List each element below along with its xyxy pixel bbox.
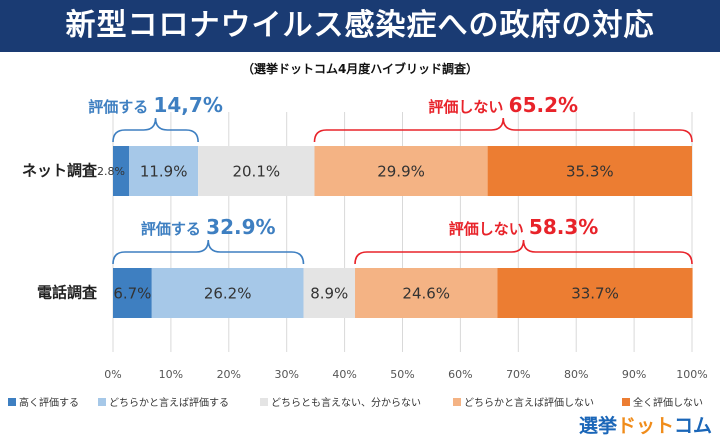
x-tick-label: 100%: [676, 368, 707, 381]
legend-label: どちらとも言えない、分からない: [271, 396, 421, 409]
annotation-value: 32.9%: [206, 215, 275, 239]
title-bar: [0, 0, 720, 52]
logo-part-1: 選挙: [578, 415, 617, 437]
annotation-value: 58.3%: [529, 215, 598, 239]
x-tick-label: 30%: [274, 368, 298, 381]
data-label: 26.2%: [204, 285, 252, 303]
annotation-label: 評価しない 65.2%: [428, 93, 578, 117]
chart-subtitle: （選挙ドットコム4月度ハイブリッド調査）: [241, 62, 479, 76]
annotation-value: 14,7%: [153, 93, 222, 117]
chart-title: 新型コロナウイルス感染症への政府の対応: [65, 8, 655, 43]
legend-label: 全く評価しない: [633, 396, 703, 409]
x-tick-label: 80%: [564, 368, 588, 381]
x-tick-label: 70%: [506, 368, 530, 381]
x-tick-label: 20%: [217, 368, 241, 381]
legend-swatch: [98, 398, 106, 406]
data-label: 35.3%: [566, 163, 614, 181]
data-label: 8.9%: [310, 285, 348, 303]
data-label: 33.7%: [571, 285, 619, 303]
data-label: 11.9%: [140, 163, 188, 181]
x-tick-label: 90%: [622, 368, 646, 381]
data-label: 29.9%: [377, 163, 425, 181]
legend-swatch: [453, 398, 461, 406]
x-tick-label: 40%: [332, 368, 356, 381]
bar-segment: [113, 146, 130, 196]
annotation-brace: [112, 239, 305, 265]
annotation-label: 評価する 32.9%: [141, 215, 276, 239]
data-label: 6.7%: [113, 285, 151, 303]
bar-segment: [198, 146, 315, 196]
data-label: 20.1%: [232, 163, 280, 181]
annotation-category: 評価する: [88, 98, 153, 116]
site-logo: 選挙ドットコム: [579, 411, 712, 438]
x-tick-label: 10%: [159, 368, 183, 381]
legend-label: どちらかと言えば評価する: [109, 396, 229, 409]
bar-segment: [303, 268, 356, 318]
category-label: 電話調査: [37, 284, 98, 302]
logo-part-2: ドット: [616, 415, 674, 437]
legend-swatch: [260, 398, 268, 406]
annotation-category: 評価しない: [428, 98, 508, 116]
legend-label: どちらかと言えば評価しない: [464, 396, 594, 409]
legend-swatch: [8, 398, 16, 406]
bar-segment: [314, 146, 488, 196]
logo-part-3: コム: [673, 415, 712, 437]
data-label: 2.8%: [97, 165, 125, 178]
annotation-label: 評価しない 58.3%: [449, 215, 599, 239]
legend-swatch: [622, 398, 630, 406]
annotation-label: 評価する 14,7%: [88, 93, 223, 117]
bar-segment: [129, 146, 199, 196]
x-tick-label: 50%: [390, 368, 414, 381]
data-label: 24.6%: [402, 285, 450, 303]
category-label: ネット調査: [22, 162, 98, 180]
annotation-value: 65.2%: [509, 93, 578, 117]
bar-segment: [151, 268, 304, 318]
annotation-category: 評価しない: [449, 220, 529, 238]
annotation-category: 評価する: [141, 220, 206, 238]
bar-segment: [113, 268, 152, 318]
x-tick-label: 60%: [448, 368, 472, 381]
legend-label: 高く評価する: [19, 396, 79, 409]
annotation-brace: [354, 239, 693, 265]
x-tick-label: 0%: [104, 368, 121, 381]
annotation-brace: [313, 117, 693, 143]
bar-segment: [497, 268, 693, 318]
bar-segment: [355, 268, 498, 318]
annotation-brace: [112, 117, 199, 143]
bar-segment: [487, 146, 692, 196]
